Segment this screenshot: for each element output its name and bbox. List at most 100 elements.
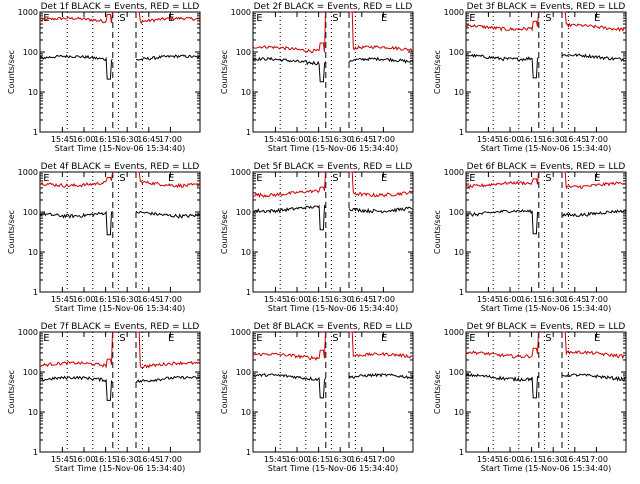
y-tick-label: 10 [241,88,251,97]
x-tick-label: 15:45 [264,455,287,464]
x-tick-label: 15:45 [477,135,500,144]
x-tick-label: 17:00 [585,135,608,144]
y-axis-label: Counts/sec [433,210,442,254]
y-tick-label: 1000 [18,8,38,17]
x-tick-label: 17:00 [585,455,608,464]
panel-title: Det 3f BLACK = Events, RED = LLD [467,2,626,12]
x-tick-label: 15:45 [264,295,287,304]
event-marker-label: E [168,173,174,184]
event-marker-label: E [168,333,174,344]
event-marker-label: S [119,13,125,24]
plot-frame [252,331,414,453]
x-axis-label: Start Time (15-Nov-06 15:34:40) [481,144,611,153]
x-axis-label: Start Time (15-Nov-06 15:34:40) [268,464,398,473]
y-tick-label: 1000 [444,8,464,17]
x-axis-label: Start Time (15-Nov-06 15:34:40) [481,304,611,313]
x-axis-label: Start Time (15-Nov-06 15:34:40) [55,144,185,153]
y-tick-label: 1 [459,448,464,457]
y-axis-label: Counts/sec [7,370,16,414]
x-tick-label: 17:00 [159,295,182,304]
series-line-events [465,372,626,399]
series-line-lld [252,331,414,361]
panel-title: Det 2f BLACK = Events, RED = LLD [254,2,413,12]
y-tick-label: 1000 [18,168,38,177]
panel-9: Det 9f BLACK = Events, RED = LLD 1 10 100 10… [433,322,627,473]
plot-frame [39,11,201,133]
x-tick-label: 16:30 [116,135,139,144]
x-tick-label: 16:15 [520,455,543,464]
event-marker-label: S [332,173,338,184]
x-tick-label: 16:00 [498,295,521,304]
event-marker-label: E [469,333,475,344]
series-line-events [252,372,414,399]
y-axis-label: Counts/sec [7,50,16,94]
y-tick-label: 10 [28,88,38,97]
panel-title: Det 5f BLACK = Events, RED = LLD [254,162,413,172]
x-axis-label: Start Time (15-Nov-06 15:34:40) [268,304,398,313]
y-tick-label: 100 [449,48,464,57]
event-marker-label: E [168,13,174,24]
x-tick-label: 16:30 [542,295,565,304]
panel-title: Det 9f BLACK = Events, RED = LLD [467,322,626,332]
plot-frame [39,171,201,293]
y-tick-label: 1 [33,288,38,297]
series-line-events [252,56,414,83]
y-tick-label: 1 [246,448,251,457]
x-tick-label: 16:15 [94,135,117,144]
y-tick-label: 10 [28,248,38,257]
x-tick-label: 16:30 [329,455,352,464]
panel-2: Det 2f BLACK = Events, RED = LLD 1 10 100 10… [220,2,414,153]
x-axis-label: Start Time (15-Nov-06 15:34:40) [55,304,185,313]
panel-title: Det 7f BLACK = Events, RED = LLD [41,322,200,332]
panel-4: Det 4f BLACK = Events, RED = LLD 1 10 100 10… [7,162,201,313]
x-tick-label: 16:15 [520,295,543,304]
x-tick-label: 16:30 [542,135,565,144]
x-tick-label: 17:00 [372,455,395,464]
series-line-lld [252,11,414,54]
y-tick-label: 100 [449,208,464,217]
panel-3: Det 3f BLACK = Events, RED = LLD 1 10 100 10… [433,2,627,153]
event-marker-label: E [381,333,387,344]
y-tick-label: 10 [241,408,251,417]
series-line-lld [39,11,201,25]
x-tick-label: 16:45 [563,295,586,304]
panel-7: Det 7f BLACK = Events, RED = LLD 1 10 100 10… [7,322,201,473]
y-tick-label: 10 [454,408,464,417]
panel-title: Det 4f BLACK = Events, RED = LLD [41,162,200,172]
event-marker-label: E [469,173,475,184]
y-tick-label: 10 [454,248,464,257]
x-tick-label: 16:00 [72,455,95,464]
plot-frame [39,331,201,453]
y-tick-label: 1000 [444,328,464,337]
x-tick-label: 16:45 [350,135,373,144]
x-tick-label: 16:30 [329,135,352,144]
y-tick-label: 1 [246,288,251,297]
event-marker-label: E [594,333,600,344]
series-line-lld [465,11,627,33]
y-tick-label: 100 [23,368,38,377]
x-tick-label: 17:00 [159,455,182,464]
x-tick-label: 16:15 [94,295,117,304]
series-line-events [39,210,201,236]
x-tick-label: 16:45 [563,135,586,144]
y-tick-label: 10 [28,408,38,417]
y-tick-label: 1 [246,128,251,137]
x-tick-label: 16:15 [307,135,330,144]
x-tick-label: 15:45 [51,455,74,464]
plot-frame [465,171,627,293]
x-tick-label: 16:00 [72,135,95,144]
x-tick-label: 16:00 [72,295,95,304]
y-tick-label: 1000 [444,168,464,177]
x-axis-label: Start Time (15-Nov-06 15:34:40) [55,464,185,473]
y-tick-label: 1000 [231,168,251,177]
event-marker-label: E [594,13,600,24]
panel-1: Det 1f BLACK = Events, RED = LLD 1 10 100 10… [7,2,201,153]
event-marker-label: E [43,333,49,344]
event-marker-label: E [469,13,475,24]
y-axis-label: Counts/sec [433,370,442,414]
series-line-lld [39,331,201,369]
x-tick-label: 17:00 [585,295,608,304]
x-axis-label: Start Time (15-Nov-06 15:34:40) [481,464,611,473]
event-marker-label: E [381,13,387,24]
